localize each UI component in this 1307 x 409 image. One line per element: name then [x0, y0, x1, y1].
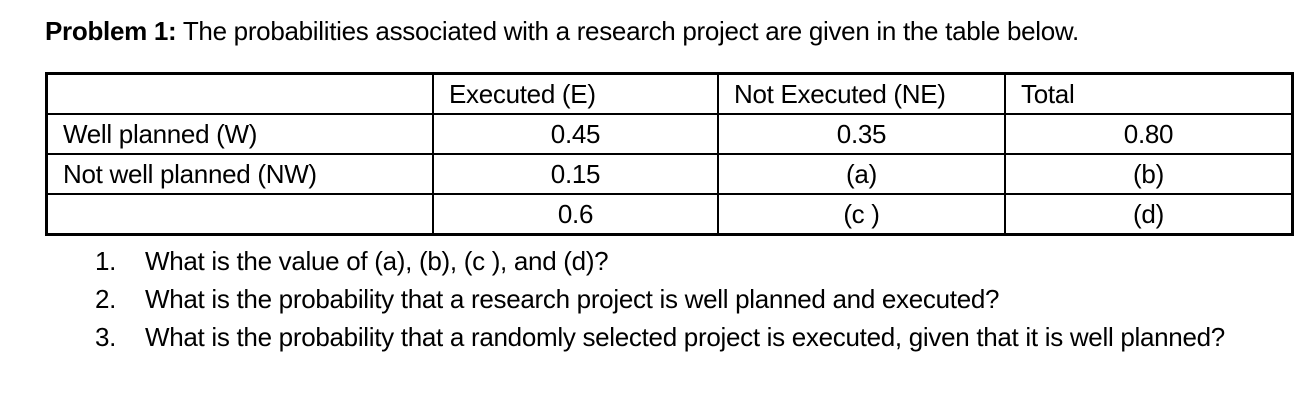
page-title: Problem 1: The probabilities associated … [45, 16, 1079, 47]
list-item-question-1: 1. What is the value of (a), (b), (c ), … [95, 242, 1300, 280]
question-text: What is the probability that a randomly … [145, 322, 1225, 352]
cell-value: 0.45 [432, 113, 719, 155]
question-text: What is the value of (a), (b), (c ), and… [145, 246, 609, 276]
page-title-text: The probabilities associated with a rese… [176, 16, 1079, 46]
question-list: 1. What is the value of (a), (b), (c ), … [95, 242, 1300, 356]
page-title-label: Problem 1: [45, 16, 177, 46]
list-item-question-2: 2. What is the probability that a resear… [95, 280, 1300, 318]
cell-value: (a) [717, 153, 1006, 195]
question-text: What is the probability that a research … [145, 284, 1000, 314]
header-cell-blank [45, 72, 434, 115]
cell-value: (d) [1004, 193, 1294, 236]
probability-table: Executed (E) Not Executed (NE) Total Wel… [45, 72, 1294, 236]
table-row: Not well planned (NW) 0.15 (a) (b) [45, 153, 1294, 195]
cell-value: 0.15 [432, 153, 719, 195]
cell-value: 0.6 [432, 193, 719, 236]
row-label-not-well-planned: Not well planned (NW) [45, 153, 434, 195]
cell-value: (b) [1004, 153, 1294, 195]
cell-value: 0.35 [717, 113, 1006, 155]
row-label-blank [45, 193, 434, 236]
cell-value: 0.80 [1004, 113, 1294, 155]
table-header-row: Executed (E) Not Executed (NE) Total [45, 72, 1294, 115]
table-row: 0.6 (c ) (d) [45, 193, 1294, 236]
header-cell-not-executed: Not Executed (NE) [717, 72, 1006, 115]
table-row: Well planned (W) 0.45 0.35 0.80 [45, 113, 1294, 155]
question-number: 3. [95, 322, 117, 352]
question-number: 1. [95, 246, 117, 276]
row-label-well-planned: Well planned (W) [45, 113, 434, 155]
header-cell-total: Total [1004, 72, 1294, 115]
question-number: 2. [95, 284, 117, 314]
cell-value: (c ) [717, 193, 1006, 236]
header-cell-executed: Executed (E) [432, 72, 719, 115]
list-item-question-3: 3. What is the probability that a random… [95, 318, 1300, 356]
